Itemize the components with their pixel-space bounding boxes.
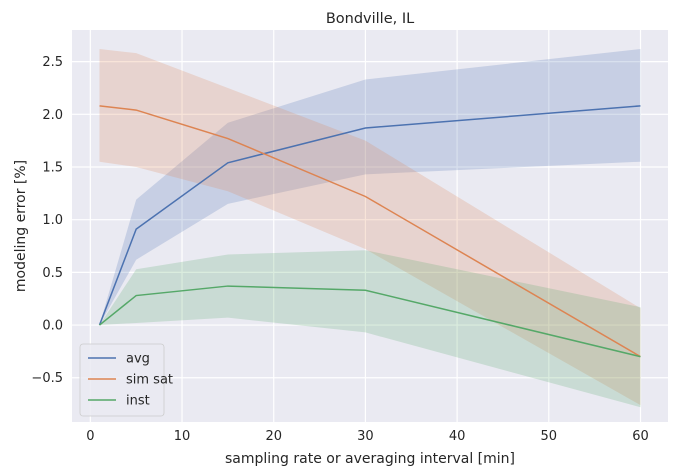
- y-tick-label: 2.5: [42, 55, 63, 70]
- line-inst: [99, 285, 641, 358]
- y-axis-label: modeling error [%]: [13, 160, 29, 292]
- band-sim-sat: [99, 48, 641, 406]
- x-tick-label: 10: [174, 429, 191, 444]
- y-tick-label: 0.5: [42, 266, 63, 281]
- line-sim-sat: [99, 105, 641, 358]
- legend: avg sim sat inst: [79, 343, 173, 417]
- y-tick-label: 0.0: [42, 319, 63, 334]
- legend-box: [79, 343, 165, 417]
- legend-label: inst: [126, 394, 150, 409]
- x-tick-label: 20: [265, 429, 282, 444]
- band-inst: [99, 250, 641, 408]
- legend-label: sim sat: [126, 373, 173, 388]
- grid: [72, 30, 668, 422]
- series-lines: [98, 105, 641, 358]
- x-tick-label: 60: [632, 429, 649, 444]
- band-avg: [99, 48, 641, 326]
- confidence-bands: [99, 48, 641, 408]
- y-tick-label: 1.0: [42, 213, 63, 228]
- x-tick-label: 30: [357, 429, 374, 444]
- x-tick-label: 50: [541, 429, 558, 444]
- y-tick-label: −0.5: [31, 371, 63, 386]
- x-tick-labels: 0 10 20 30 40 50 60: [86, 429, 649, 444]
- x-tick-label: 40: [449, 429, 466, 444]
- plot-area: [72, 30, 668, 422]
- x-tick-label: 0: [86, 429, 94, 444]
- y-tick-labels: −0.5 0.0 0.5 1.0 1.5 2.0 2.5: [31, 55, 63, 386]
- y-tick-label: 2.0: [42, 108, 63, 123]
- x-axis-label: sampling rate or averaging interval [min…: [225, 451, 515, 467]
- y-tick-label: 1.5: [42, 160, 63, 175]
- line-avg: [98, 105, 641, 326]
- chart-title: Bondville, IL: [326, 11, 414, 27]
- legend-label: avg: [126, 352, 150, 367]
